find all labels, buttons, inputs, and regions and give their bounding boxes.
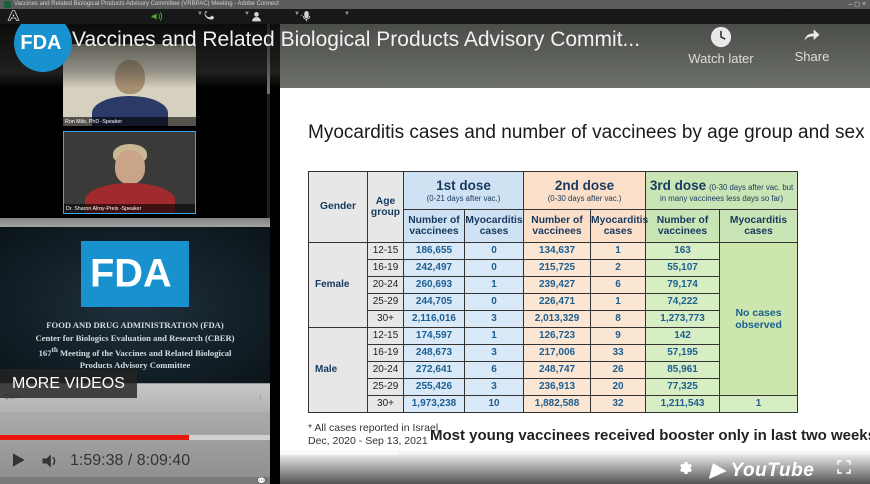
svg-text:FDA: FDA — [90, 251, 172, 295]
svg-text:FDA: FDA — [20, 33, 61, 53]
